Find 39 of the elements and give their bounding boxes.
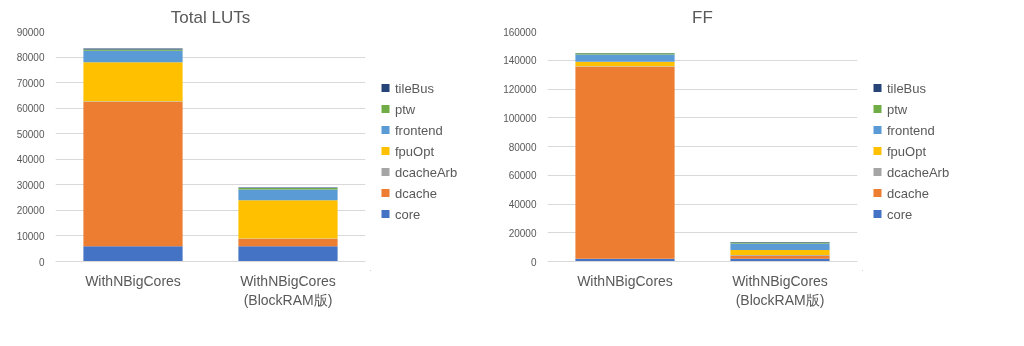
chart-title: Total LUTs [170, 7, 251, 27]
y-tick-label: 40000 [16, 154, 45, 166]
legend-label: ptw [887, 101, 908, 116]
y-tick-label: 160000 [503, 26, 537, 38]
legend-label: dcacheArb [887, 164, 950, 179]
legend-label: frontend [395, 122, 443, 137]
legend-label: core [395, 206, 421, 221]
y-tick-label: 40000 [508, 199, 537, 210]
y-tick-label: 80000 [508, 141, 537, 153]
legend-label: fpuOpt [887, 143, 927, 158]
legend-label: core [887, 206, 913, 221]
x-tick-label: WithNBigCores [85, 272, 181, 289]
y-tick-label: 80000 [16, 52, 45, 64]
x-tick-label: WithNBigCores (BlockRAM版) [732, 272, 828, 308]
y-tick-label: 30000 [16, 179, 45, 191]
legend-label: dcacheArb [395, 164, 458, 179]
x-tick-label: WithNBigCores [577, 272, 673, 289]
y-tick-label: 20000 [508, 227, 537, 239]
y-tick-label: 20000 [16, 205, 45, 217]
legend-label: fpuOpt [395, 143, 435, 158]
legend-label: tileBus [887, 80, 927, 95]
y-tick-label: 60000 [508, 170, 537, 182]
y-tick-label: 50000 [16, 128, 45, 140]
x-tick-label: WithNBigCores (BlockRAM版) [240, 272, 336, 308]
y-tick-label: 120000 [503, 84, 537, 95]
legend-label: dcache [887, 185, 929, 200]
y-tick-label: 0 [38, 256, 45, 268]
legend-label: tileBus [395, 80, 435, 95]
legend-label: frontend [887, 122, 935, 137]
y-tick-label: 10000 [16, 230, 45, 242]
y-tick-label: 100000 [503, 112, 537, 124]
y-tick-label: 0 [530, 256, 537, 268]
chart-title: FF [692, 7, 713, 27]
legend-label: ptw [395, 101, 416, 116]
y-tick-label: 70000 [16, 77, 45, 89]
y-tick-label: 140000 [503, 55, 537, 67]
y-tick-label: 60000 [16, 103, 45, 115]
y-tick-label: 90000 [16, 26, 45, 38]
legend-label: dcache [395, 185, 437, 200]
